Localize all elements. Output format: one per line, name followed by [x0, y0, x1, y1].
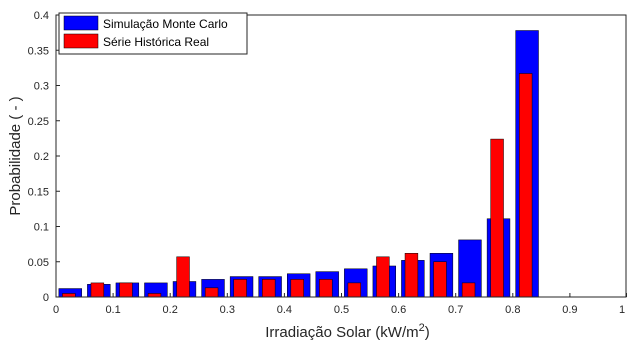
bar-serie-historica: [347, 282, 362, 298]
y-tick-label: 0.2: [34, 151, 49, 163]
legend-label-serie-historica: Série Histórica Real: [103, 35, 209, 49]
bar-serie-historica: [176, 256, 190, 298]
axis-ticks: 0 0.1 0.2 0.3 0.4 0.5 0.6 0.7 0.8 0.9 1 0 0.05 0.1 0.1…: [28, 10, 627, 316]
y-tick-label: 0: [43, 292, 49, 304]
x-tick-label: 0.9: [562, 304, 577, 316]
bar-serie-historica: [461, 282, 476, 298]
legend: Simulação Monte Carlo Série Histórica Re…: [58, 12, 248, 55]
y-tick-label: 0.4: [34, 10, 49, 22]
y-tick-label: 0.3: [34, 81, 49, 93]
x-tick-label: 0.5: [334, 304, 349, 316]
y-tick-label: 0.25: [28, 116, 49, 128]
x-tick-label: 0.1: [105, 304, 120, 316]
legend-swatch-simulacao: [63, 15, 99, 31]
x-axis-title-superscript: 2: [419, 322, 425, 334]
bar-serie-historica: [62, 293, 76, 298]
bar-serie-historica: [490, 138, 504, 298]
x-tick-label: 0.3: [220, 304, 235, 316]
y-tick-label: 0.15: [28, 186, 49, 198]
legend-swatch-serie-historica: [63, 33, 99, 49]
x-tick-label: 0.4: [277, 304, 292, 316]
x-tick-label: 0.2: [163, 304, 178, 316]
bar-serie-historica: [319, 279, 333, 298]
bar-serie-historica: [233, 279, 247, 298]
x-axis-title: Irradiação Solar (kW/m2): [265, 322, 430, 341]
bar-serie-historica: [433, 261, 447, 298]
bar-serie-historica: [404, 253, 419, 298]
x-tick-label: 0: [53, 304, 59, 316]
x-axis-title-main: Irradiação Solar (kW/m: [265, 324, 418, 341]
legend-label-simulacao: Simulação Monte Carlo: [103, 17, 228, 31]
x-tick-label: 0.8: [505, 304, 520, 316]
bar-serie-historica: [290, 279, 304, 298]
bar-serie-historica: [262, 279, 276, 298]
bar-serie-historica: [204, 287, 219, 298]
bars-layer: [58, 30, 539, 298]
y-tick-label: 0.1: [34, 222, 49, 234]
x-tick-label: 0.7: [448, 304, 463, 316]
x-tick-label: 0.6: [391, 304, 406, 316]
bar-serie-historica: [119, 282, 133, 298]
bar-serie-historica: [147, 293, 162, 298]
bar-serie-historica: [376, 256, 390, 298]
plot-area-frame: [55, 14, 627, 298]
x-tick-label: 1: [619, 304, 625, 316]
y-tick-label: 0.05: [28, 257, 49, 269]
x-axis-title-end: ): [425, 324, 430, 341]
bar-serie-historica: [90, 282, 105, 298]
y-axis-title: Probabilidade ( - ): [7, 96, 24, 215]
y-tick-label: 0.35: [28, 45, 49, 57]
bar-serie-historica: [518, 73, 533, 298]
